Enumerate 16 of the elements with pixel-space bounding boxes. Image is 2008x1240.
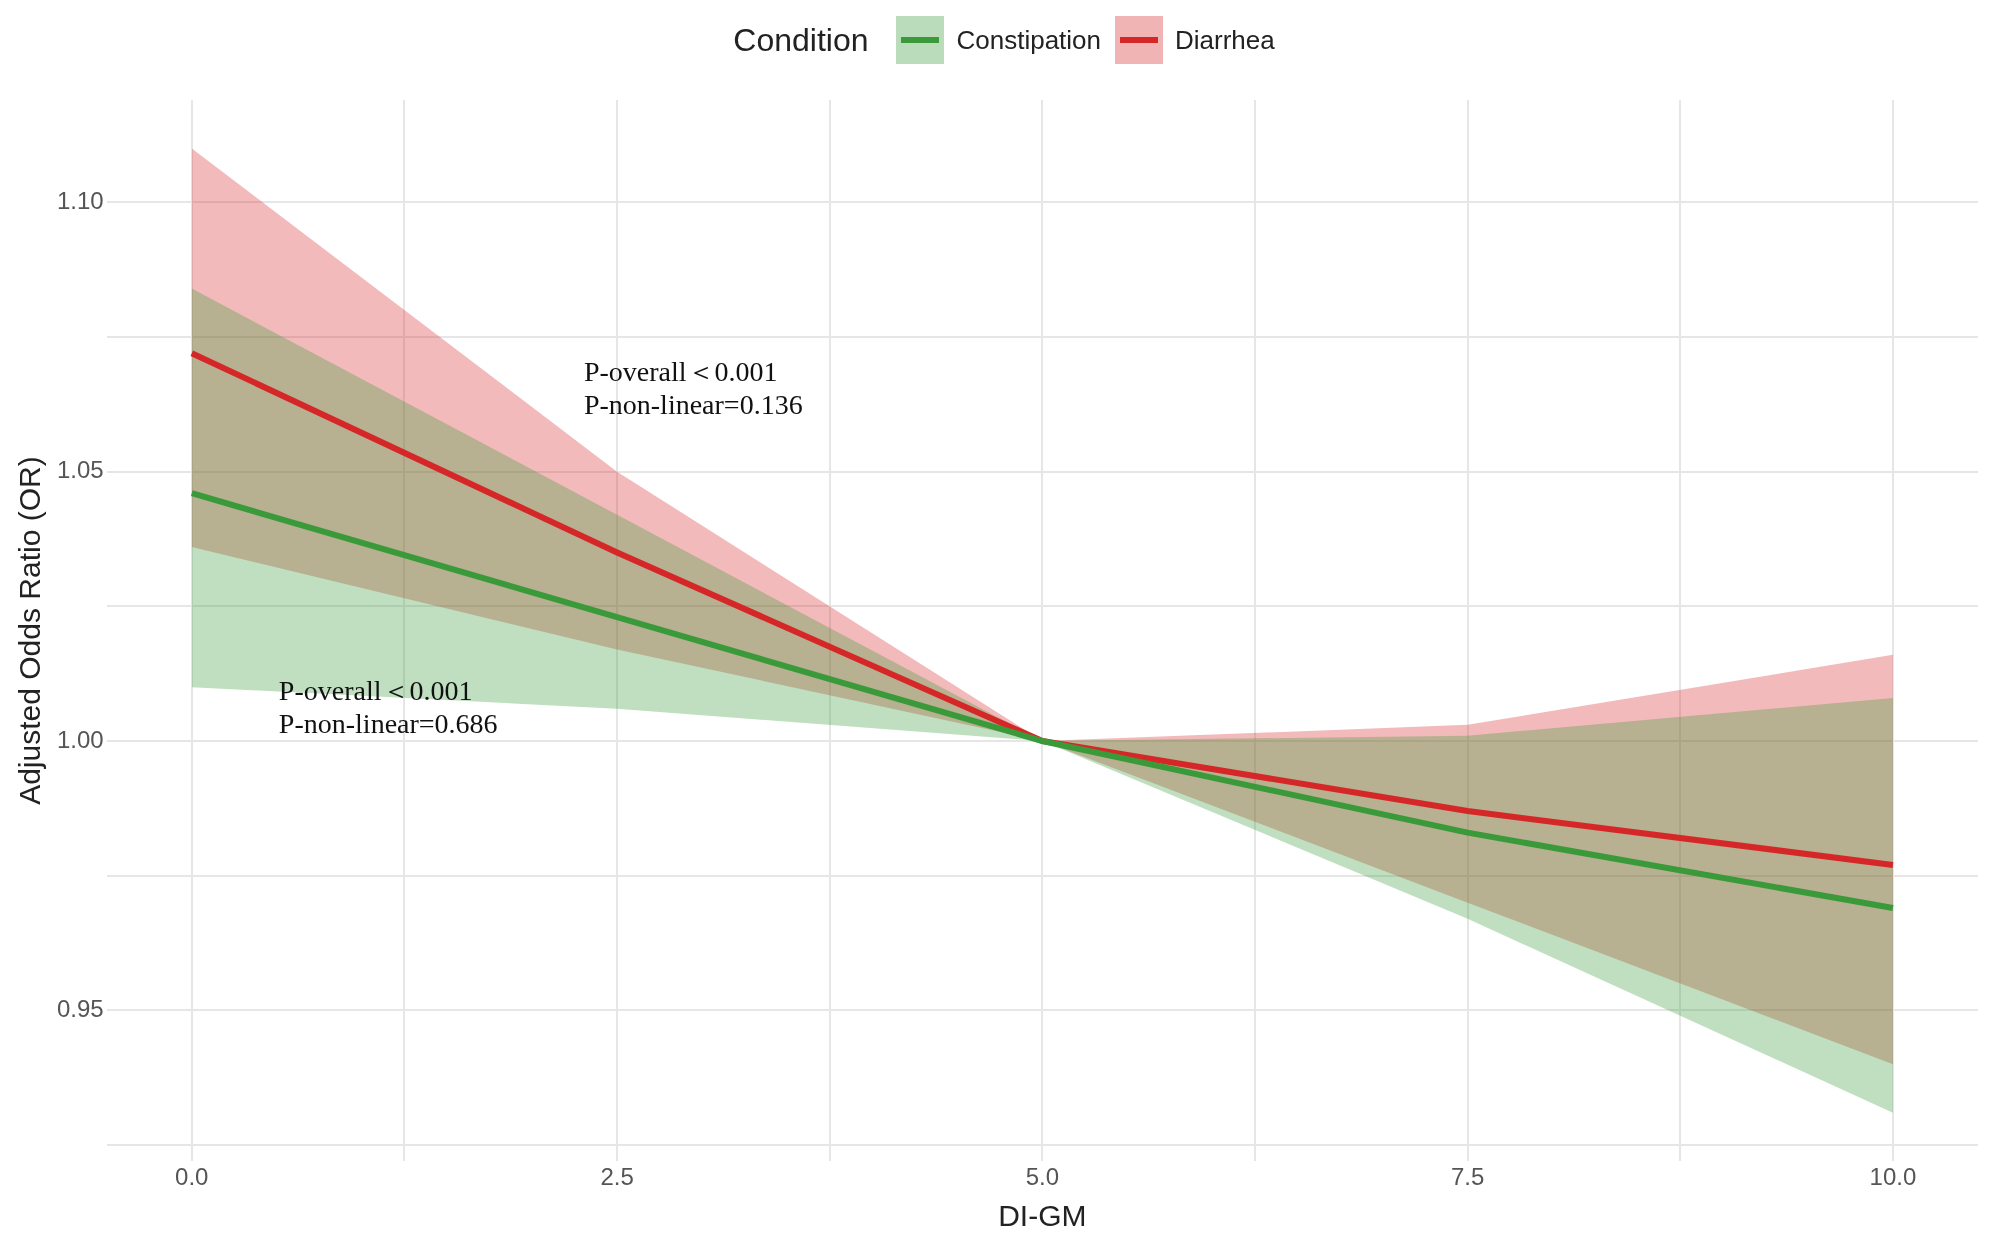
legend-title: Condition [733, 21, 869, 59]
legend-label: Diarrhea [1175, 24, 1275, 56]
x-tick-label: 10.0 [1869, 1163, 1917, 1191]
y-axis-title: Adjusted Odds Ratio (OR) [13, 456, 47, 805]
y-tick-label: 1.10 [56, 186, 104, 214]
x-tick-label: 0.0 [175, 1163, 209, 1191]
x-tick-label: 5.0 [1025, 1163, 1060, 1191]
legend-label: Constipation [956, 24, 1102, 56]
annotation: P-overall＜0.001 P-non-linear=0.136 [583, 356, 803, 421]
x-tick-label: 7.5 [1450, 1163, 1485, 1191]
x-tick-label: 2.5 [600, 1163, 634, 1191]
y-tick-label: 1.00 [56, 725, 104, 753]
annotation: P-overall＜0.001 P-non-linear=0.686 [278, 674, 498, 739]
y-tick-label: 0.95 [56, 994, 104, 1022]
x-axis-title: DI-GM [998, 1199, 1087, 1233]
y-tick-label: 1.05 [56, 456, 104, 484]
